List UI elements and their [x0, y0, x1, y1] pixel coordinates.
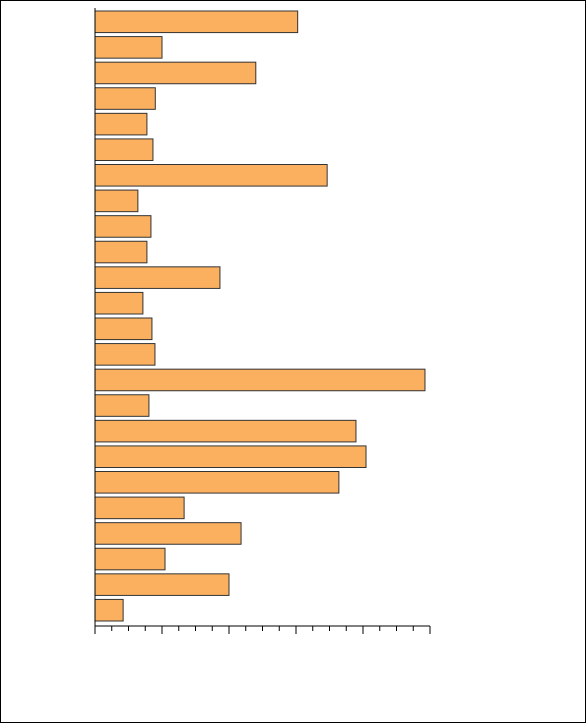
bar [94, 394, 150, 417]
bar [94, 496, 185, 520]
bar [94, 547, 166, 571]
bar [94, 138, 154, 162]
bar [94, 343, 156, 366]
bar [94, 445, 367, 468]
bar [94, 189, 139, 213]
bar [94, 87, 156, 110]
bar [94, 317, 153, 341]
bar [94, 598, 124, 622]
bar [94, 573, 230, 596]
bar [94, 61, 257, 85]
bar [94, 240, 148, 264]
bar [94, 10, 299, 34]
bar [94, 471, 340, 494]
bar [94, 164, 328, 187]
bar [94, 368, 426, 392]
bar [94, 215, 152, 238]
bar [94, 266, 221, 289]
bar [94, 291, 144, 315]
bar [94, 112, 148, 136]
bar [94, 36, 163, 59]
bar [94, 419, 357, 443]
bar [94, 522, 242, 545]
